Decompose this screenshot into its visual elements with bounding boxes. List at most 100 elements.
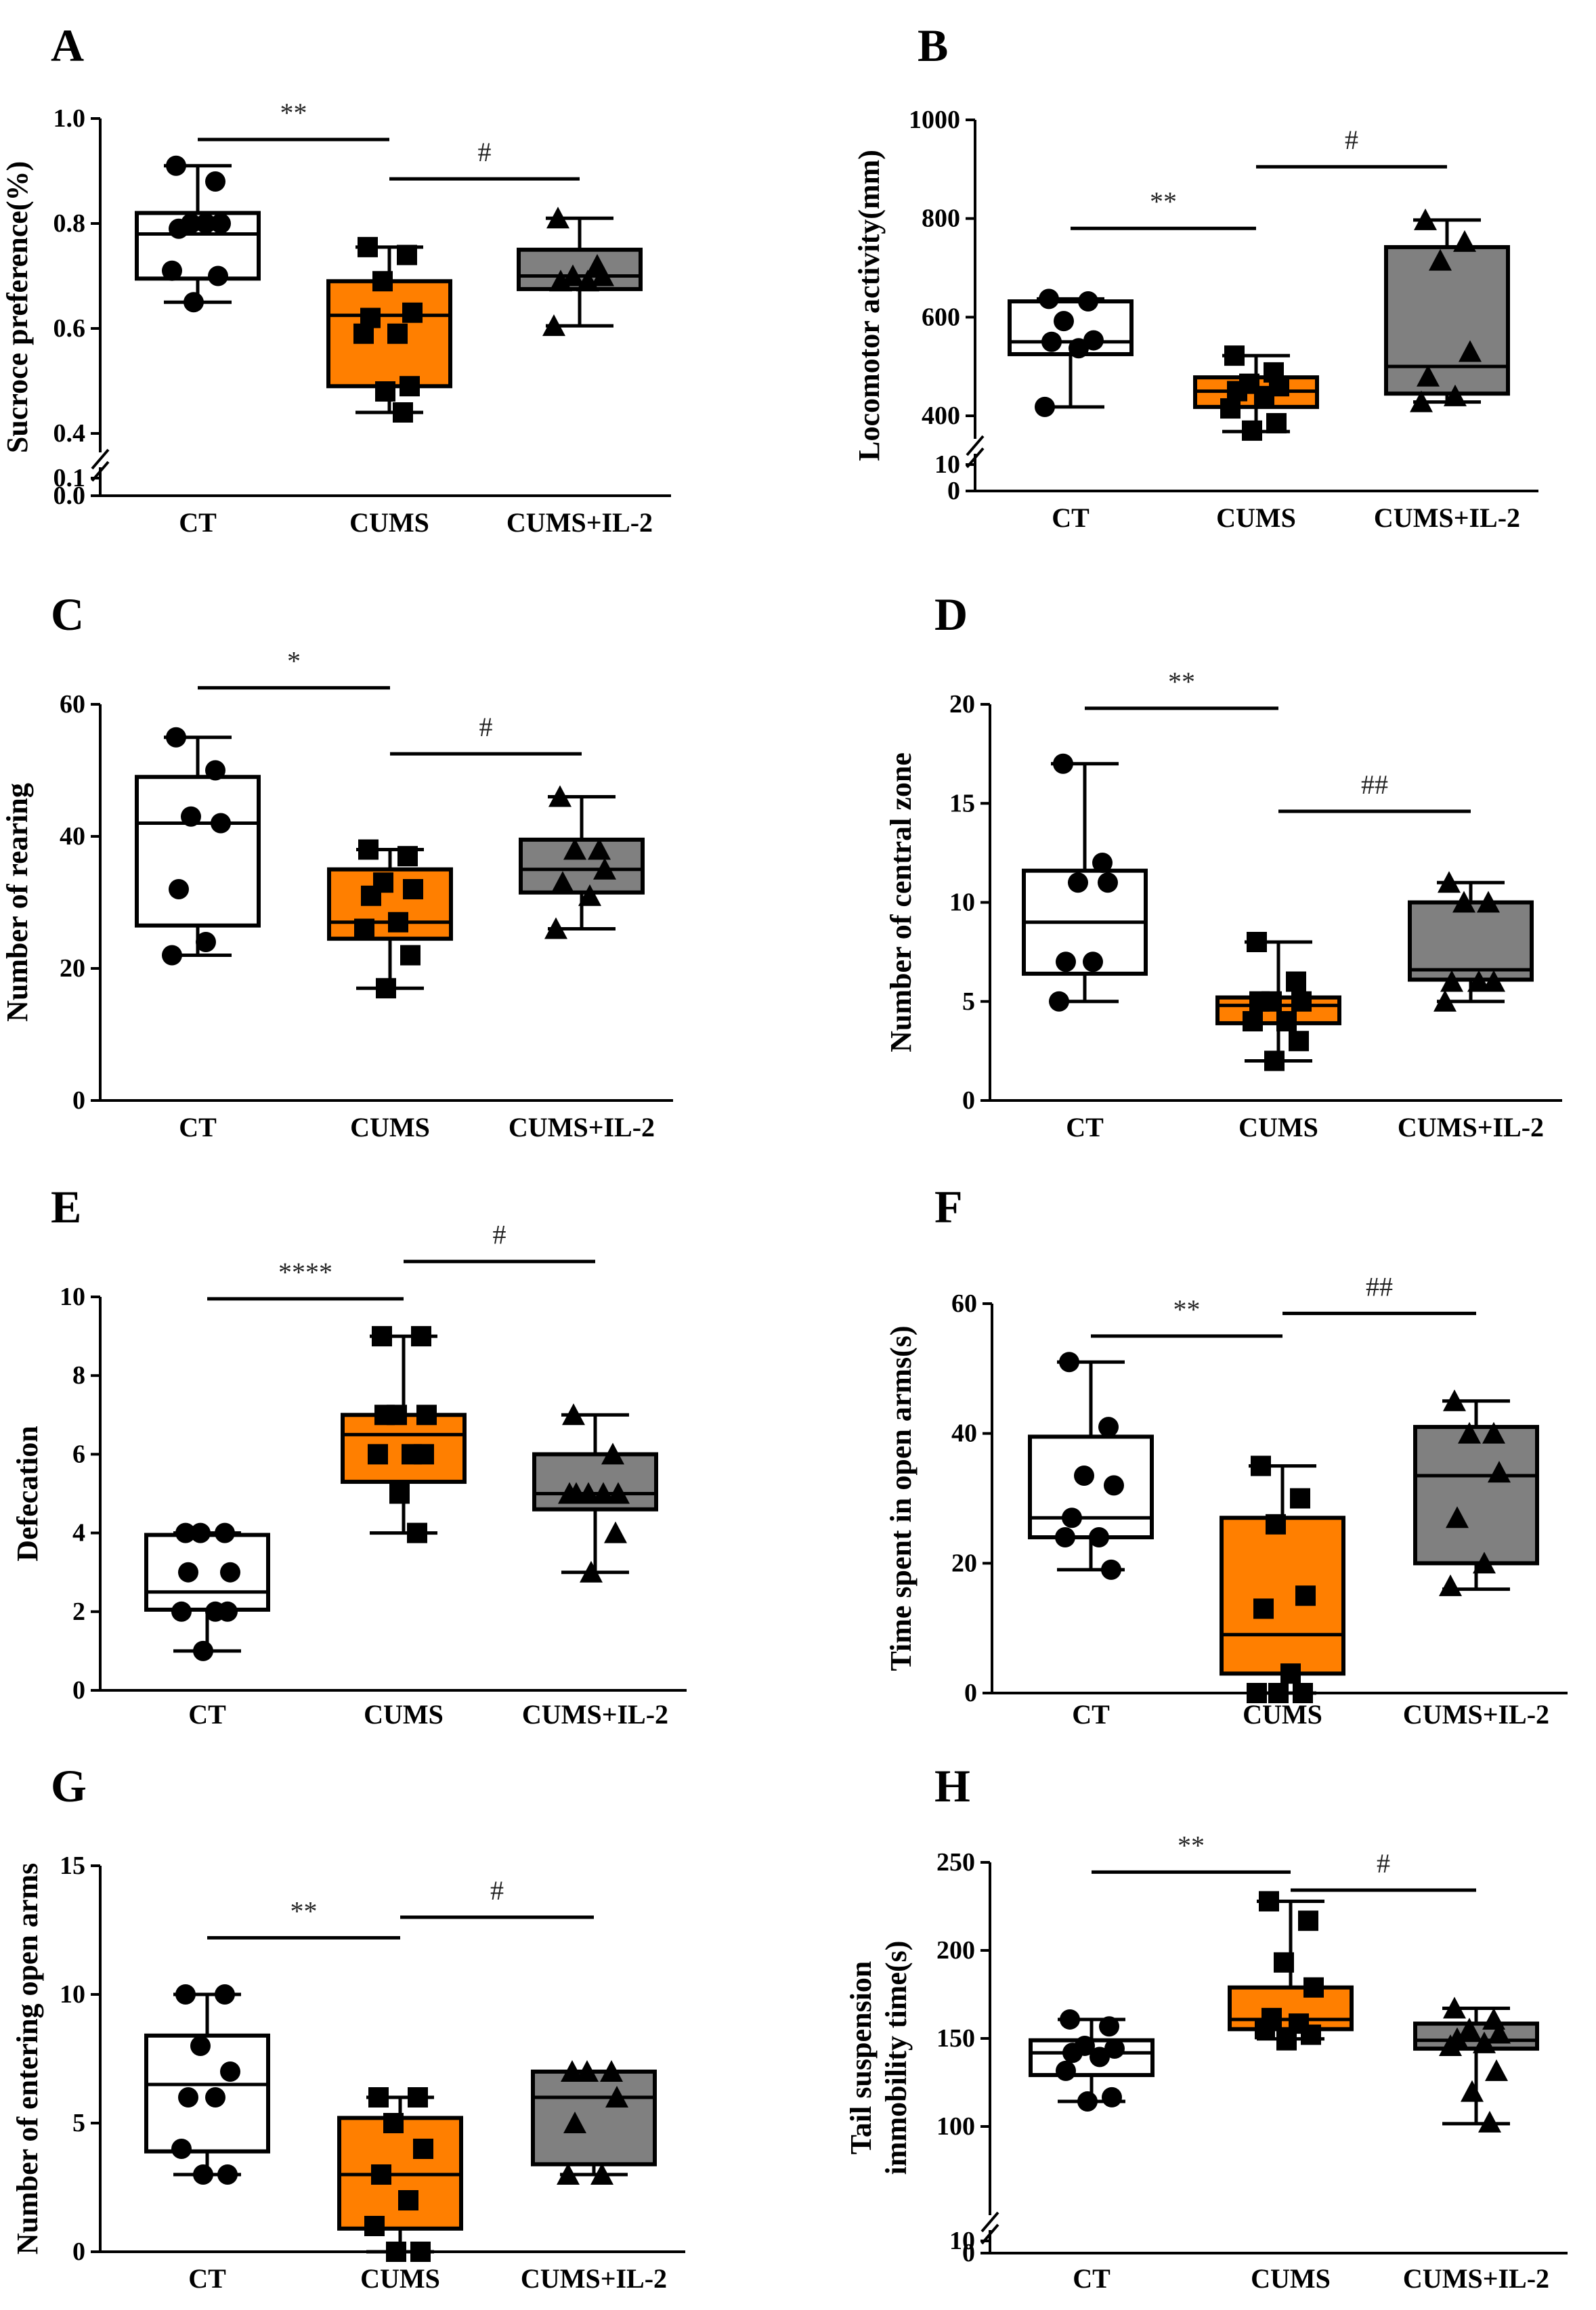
data-point — [408, 2087, 428, 2108]
data-point — [166, 155, 186, 176]
data-point — [576, 2060, 599, 2082]
data-point — [551, 871, 574, 893]
y-tick-label: 5 — [962, 987, 975, 1016]
y-tick-label: 1.0 — [53, 104, 86, 133]
y-tick-label: 5 — [72, 2109, 85, 2137]
data-point — [1254, 385, 1274, 406]
significance-label: ** — [280, 98, 307, 128]
data-point — [1251, 1455, 1271, 1476]
y-tick-label: 0 — [72, 2238, 85, 2266]
data-point — [1477, 891, 1500, 913]
x-tick-label: CUMS — [1243, 1699, 1322, 1730]
y-tick-label: 10 — [60, 1283, 85, 1311]
data-point — [1446, 1506, 1469, 1528]
data-point — [1247, 1683, 1267, 1703]
data-point — [397, 244, 417, 265]
x-tick-label: CT — [1073, 2263, 1110, 2294]
box-cums — [1228, 1891, 1354, 2051]
x-tick-label: CUMS — [1216, 502, 1296, 533]
data-point — [1069, 338, 1089, 359]
data-point — [1488, 1461, 1511, 1483]
box-cums — [1220, 1455, 1345, 1703]
y-tick-label: 4 — [72, 1519, 85, 1547]
data-point — [1249, 991, 1270, 1012]
y-tick-label: 800 — [922, 205, 960, 233]
box-iqr — [135, 775, 261, 928]
data-point — [175, 1984, 196, 2005]
data-point — [1443, 1996, 1466, 2019]
data-point — [389, 1483, 410, 1504]
x-tick-label: CUMS — [360, 2263, 440, 2294]
data-point — [1485, 2059, 1508, 2081]
data-point — [407, 1522, 427, 1543]
y-tick-label: 10 — [949, 2227, 975, 2255]
box-cums — [326, 236, 452, 423]
x-tick-label: CT — [188, 2263, 226, 2294]
data-point — [1054, 311, 1074, 332]
panel-letter: E — [51, 1181, 81, 1233]
y-tick-label: 0.4 — [53, 419, 86, 448]
y-tick-label: 150 — [936, 2024, 975, 2053]
x-tick-label: CUMS+IL-2 — [1403, 1699, 1549, 1730]
data-point — [1293, 1683, 1313, 1703]
significance-label: **** — [278, 1257, 332, 1287]
data-point — [1098, 872, 1118, 893]
data-point — [1276, 2030, 1297, 2051]
y-tick-label: 10 — [60, 1980, 85, 2009]
panel-a: A 1.0 0.8 0.6 0.4 0.10.0 Sucroce preference(%)… — [1, 20, 671, 538]
y-tick-label: 6 — [72, 1440, 85, 1468]
significance-label: * — [287, 646, 301, 677]
data-point — [398, 2190, 418, 2210]
data-point — [1083, 951, 1103, 972]
box-cums-il-2 — [1413, 1389, 1539, 1596]
data-point — [1056, 2060, 1076, 2081]
box-cums — [1215, 932, 1341, 1071]
data-point — [1482, 1421, 1505, 1444]
y-axis-label: Sucroce preference(%) — [1, 161, 34, 453]
y-axis-label-line: immobility time(s) — [880, 1941, 913, 2175]
box-cums-il-2 — [517, 207, 643, 337]
data-point — [593, 857, 616, 880]
y-tick-label: 15 — [949, 789, 975, 817]
x-tick-label: CUMS+IL-2 — [1403, 2263, 1549, 2294]
data-point — [403, 879, 423, 899]
y-tick-label: 0 — [72, 1676, 85, 1705]
y-tick-label: 600 — [922, 303, 960, 331]
panel-e: E 10 8 6 4 2 0 Defecation CT CUMS CUMS+IL-2 **** # — [11, 1181, 687, 1730]
data-point — [1089, 1527, 1109, 1547]
data-point — [190, 1522, 211, 1543]
data-point — [1077, 2091, 1098, 2112]
data-point — [376, 978, 396, 999]
y-axis-label: Number of central zone — [884, 752, 918, 1052]
axis-break-mark — [91, 448, 110, 470]
data-point — [1433, 989, 1457, 1012]
data-point — [1274, 1952, 1294, 1973]
y-axis-label: Defecation — [11, 1426, 44, 1561]
data-point — [1473, 2031, 1496, 2053]
x-tick-label: CUMS+IL-2 — [1398, 1112, 1544, 1142]
data-point — [1055, 1527, 1075, 1547]
y-tick-label: 60 — [60, 690, 85, 719]
data-point — [171, 2139, 192, 2159]
data-point — [208, 265, 228, 286]
data-point — [1414, 208, 1437, 230]
data-point — [1266, 412, 1287, 433]
data-point — [184, 292, 204, 313]
data-point — [1276, 1011, 1297, 1031]
data-point — [413, 2139, 433, 2159]
data-point — [1074, 1465, 1094, 1486]
box-iqr — [1408, 900, 1534, 982]
data-point — [400, 376, 420, 397]
box-cums-il-2 — [1413, 1996, 1539, 2133]
data-point — [592, 1482, 615, 1504]
data-point — [354, 918, 374, 939]
axis-break-mark — [966, 435, 985, 456]
data-point — [546, 207, 569, 229]
box-iqr — [1384, 244, 1510, 396]
data-point — [1303, 1977, 1324, 1998]
data-point — [549, 270, 572, 292]
data-point — [1220, 398, 1241, 419]
data-point — [1059, 1352, 1079, 1373]
data-point — [1438, 871, 1461, 893]
data-point — [1482, 970, 1505, 992]
